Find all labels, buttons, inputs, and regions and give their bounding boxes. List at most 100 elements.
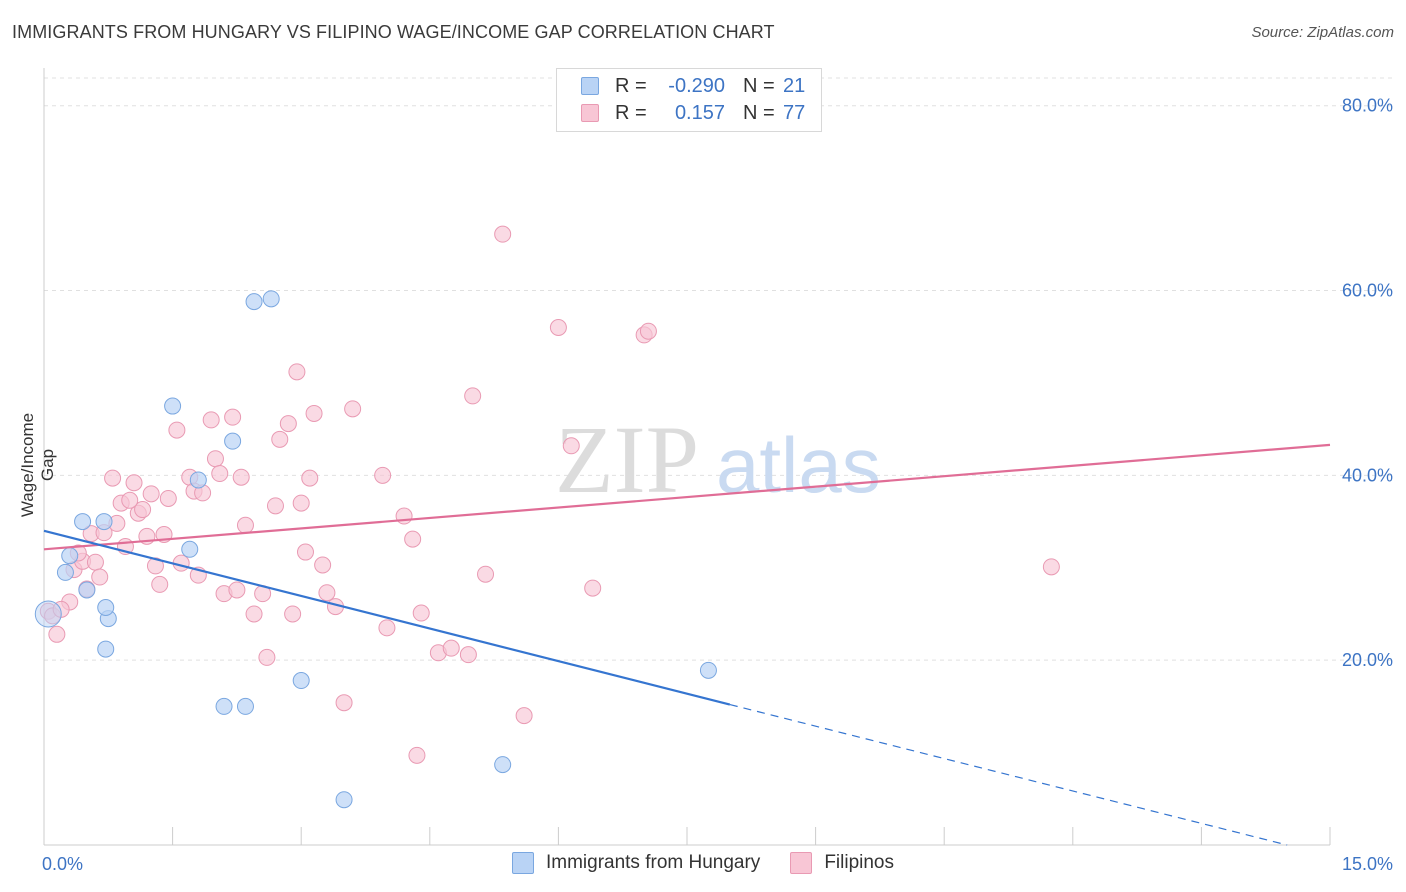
filipinos-point bbox=[279, 415, 297, 433]
filipinos-points bbox=[39, 225, 1060, 764]
hungary-trend-line bbox=[43, 529, 731, 706]
hungary-point bbox=[74, 513, 92, 531]
filipinos-point bbox=[404, 530, 422, 548]
filipinos-point bbox=[202, 411, 220, 429]
legend-item-hungary[interactable]: Immigrants from Hungary bbox=[511, 852, 761, 874]
y-tick-label: 40.0% bbox=[1342, 465, 1393, 485]
filipinos-point bbox=[168, 421, 186, 439]
x-tick-label: 15.0% bbox=[1342, 854, 1393, 874]
hungary-point bbox=[224, 432, 242, 450]
filipinos-point bbox=[395, 507, 413, 525]
legend-swatch-pink bbox=[581, 104, 599, 122]
filipinos-point bbox=[459, 646, 477, 664]
filipinos-point bbox=[464, 387, 482, 405]
legend-r-label: R = bbox=[615, 74, 647, 97]
filipinos-point bbox=[549, 319, 567, 337]
filipinos-point bbox=[374, 466, 392, 484]
hungary-point bbox=[181, 540, 199, 558]
filipinos-point bbox=[284, 605, 302, 623]
grid-lines bbox=[44, 77, 1394, 661]
filipinos-point bbox=[224, 408, 242, 426]
filipinos-point bbox=[159, 489, 177, 507]
filipinos-point bbox=[121, 491, 139, 509]
filipinos-point bbox=[104, 469, 122, 487]
filipinos-point bbox=[305, 404, 323, 422]
bottom-legend: Immigrants from Hungary Filipinos bbox=[0, 852, 1406, 874]
filipinos-point bbox=[515, 707, 533, 725]
watermark-atlas: atlas bbox=[716, 421, 881, 509]
legend-n-label: N = bbox=[743, 101, 775, 124]
legend-n-label: N = bbox=[743, 74, 775, 97]
filipinos-point bbox=[271, 430, 289, 448]
hungary-point bbox=[97, 640, 115, 658]
hungary-point bbox=[61, 547, 79, 565]
filipinos-point bbox=[125, 474, 143, 492]
filipinos-point bbox=[245, 605, 263, 623]
hungary-point bbox=[97, 599, 115, 617]
legend-r-label: R = bbox=[615, 101, 647, 124]
hungary-point bbox=[78, 581, 96, 599]
hungary-points bbox=[34, 290, 717, 809]
legend-swatch-blue bbox=[581, 77, 599, 95]
trend-lines bbox=[43, 443, 1331, 846]
y-tick-label: 80.0% bbox=[1342, 96, 1393, 116]
legend-n-value: 21 bbox=[783, 74, 806, 97]
axes bbox=[43, 68, 1331, 846]
filipinos-point bbox=[142, 485, 160, 503]
hungary-point bbox=[56, 563, 74, 581]
watermark-zip: ZIP bbox=[555, 406, 699, 513]
filipinos-point bbox=[206, 450, 224, 468]
filipinos-point bbox=[584, 579, 602, 597]
filipinos-point bbox=[236, 516, 254, 534]
filipinos-point bbox=[301, 469, 319, 487]
filipinos-point bbox=[232, 468, 250, 486]
filipinos-point bbox=[412, 604, 430, 622]
legend-item-label: Filipinos bbox=[824, 852, 895, 873]
x-tick-label: 0.0% bbox=[42, 854, 83, 874]
chart-title: IMMIGRANTS FROM HUNGARY VS FILIPINO WAGE… bbox=[12, 22, 775, 42]
source-label: Source: ZipAtlas.com bbox=[1251, 24, 1394, 41]
filipinos-point bbox=[477, 565, 495, 583]
filipinos-point bbox=[562, 437, 580, 455]
legend-swatch-pink bbox=[790, 852, 813, 874]
filipinos-point bbox=[378, 619, 396, 637]
filipinos-point bbox=[442, 639, 460, 657]
filipinos-trend-line bbox=[43, 443, 1331, 551]
hungary-point bbox=[699, 661, 717, 679]
filipinos-point bbox=[266, 497, 284, 515]
legend-item-label: Immigrants from Hungary bbox=[545, 852, 761, 873]
filipinos-point bbox=[48, 625, 66, 643]
tick-labels: 20.0% 40.0% 60.0% 80.0% 0.0% 15.0% bbox=[42, 96, 1393, 874]
hungary-point bbox=[164, 397, 182, 415]
filipinos-point bbox=[134, 501, 152, 519]
filipinos-point bbox=[151, 575, 169, 593]
hungary-point bbox=[494, 756, 512, 774]
filipinos-point bbox=[314, 556, 332, 574]
filipinos-point bbox=[639, 322, 657, 340]
filipinos-point bbox=[494, 225, 512, 243]
filipinos-point bbox=[228, 581, 246, 599]
y-axis-label: Wage/Income Gap bbox=[18, 412, 57, 518]
hungary-point bbox=[335, 791, 353, 809]
y-tick-label: 60.0% bbox=[1342, 281, 1393, 301]
legend-item-filipinos[interactable]: Filipinos bbox=[790, 852, 894, 874]
filipinos-point bbox=[344, 400, 362, 418]
legend-r-value: 0.157 bbox=[674, 101, 725, 124]
hungary-point bbox=[245, 293, 263, 311]
correlation-legend: R = -0.290 N = 21 R = 0.157 N = 77 bbox=[556, 68, 822, 132]
hungary-point bbox=[292, 672, 310, 690]
hungary-point bbox=[95, 513, 113, 531]
hungary-point bbox=[215, 697, 233, 715]
filipinos-point bbox=[292, 494, 310, 512]
filipinos-point bbox=[296, 543, 314, 561]
legend-n-value: 77 bbox=[783, 101, 806, 124]
filipinos-point bbox=[86, 553, 104, 571]
hungary-point bbox=[34, 600, 62, 628]
legend-row-hungary: R = -0.290 N = 21 bbox=[581, 74, 805, 98]
hungary-trend-extension bbox=[729, 703, 1288, 846]
hungary-point bbox=[262, 290, 280, 308]
filipinos-point bbox=[288, 363, 306, 381]
legend-row-filipinos: R = 0.157 N = 77 bbox=[581, 101, 805, 125]
filipinos-point bbox=[408, 746, 426, 764]
